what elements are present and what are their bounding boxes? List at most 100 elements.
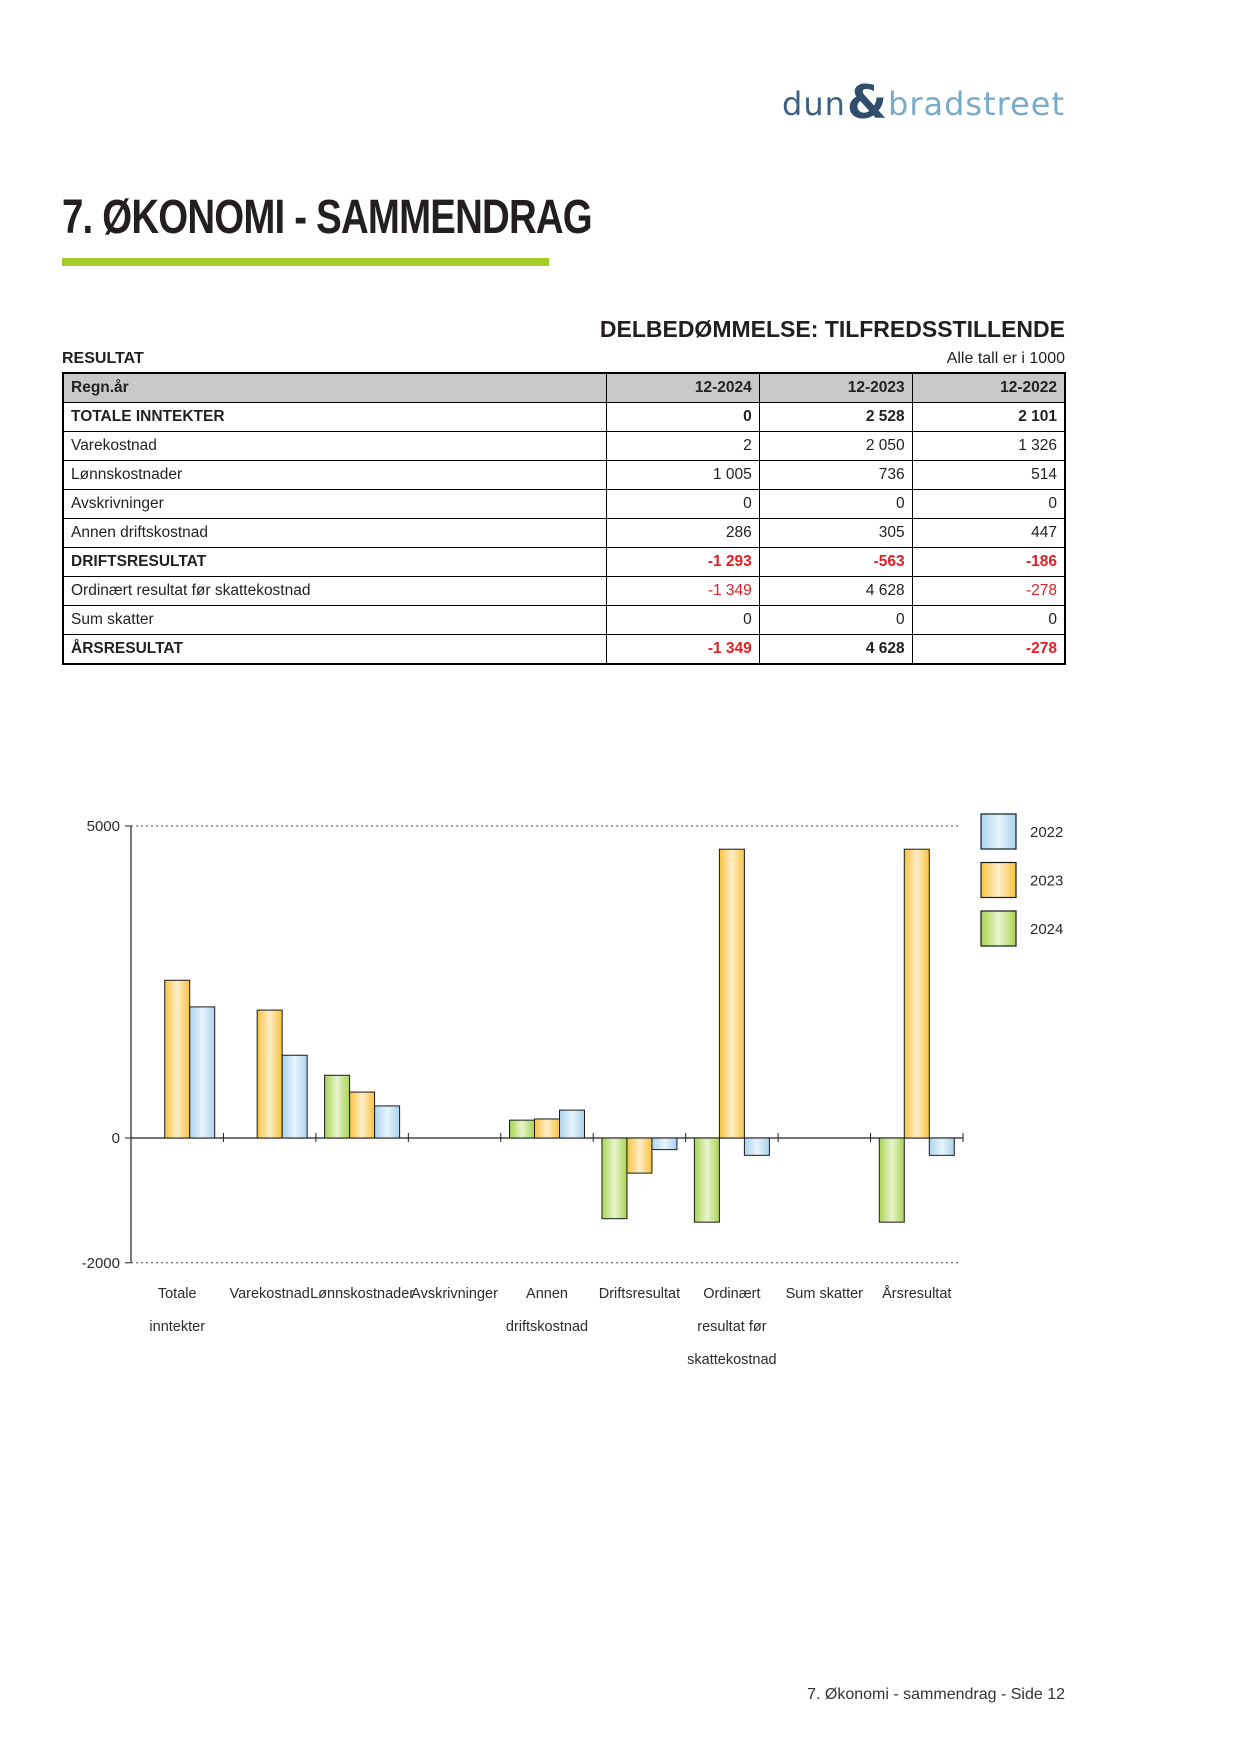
logo-text-bradstreet: bradstreet bbox=[888, 85, 1065, 123]
x-category-label: inntekter bbox=[149, 1319, 205, 1335]
row-value: 0 bbox=[605, 605, 760, 635]
table-row: Avskrivninger 0 0 0 bbox=[62, 489, 1066, 519]
page-title: 7. ØKONOMI - SAMMENDRAG bbox=[62, 191, 593, 244]
logo-ampersand-icon: & bbox=[846, 75, 888, 129]
legend-swatch-2023 bbox=[980, 861, 1017, 899]
row-value: 0 bbox=[911, 489, 1066, 519]
x-category-label: Årsresultat bbox=[882, 1285, 951, 1302]
row-value: -186 bbox=[911, 547, 1066, 577]
assessment-heading: DELBEDØMMELSE: TILFREDSSTILLENDE bbox=[599, 316, 1065, 342]
row-value: 4 628 bbox=[758, 634, 913, 665]
row-value: 0 bbox=[758, 489, 913, 519]
units-note: Alle tall er i 1000 bbox=[946, 350, 1065, 367]
bar-2022 bbox=[559, 1109, 585, 1139]
bar-2022 bbox=[651, 1137, 678, 1151]
x-category-label: driftskostnad bbox=[506, 1319, 588, 1335]
row-value: -1 293 bbox=[605, 547, 760, 577]
row-label: ÅRSRESULTAT bbox=[62, 634, 607, 665]
result-table: Regn.år 12-2024 12-2023 12-2022 TOTALE INNT… bbox=[62, 372, 1066, 665]
row-value: -278 bbox=[911, 634, 1066, 665]
bar-2023 bbox=[349, 1091, 376, 1139]
x-category-label: Totale bbox=[158, 1286, 197, 1302]
y-tick-label: -2000 bbox=[82, 1255, 120, 1272]
table-row: Ordinært resultat før skattekostnad -1 34… bbox=[62, 576, 1066, 606]
row-value: 305 bbox=[758, 518, 913, 548]
column-header-label: Regn.år bbox=[62, 372, 607, 403]
page-footer: 7. Økonomi - sammendrag - Side 12 bbox=[807, 1686, 1065, 1703]
section-label-resultat: RESULTAT bbox=[62, 350, 144, 367]
bar-2022 bbox=[743, 1137, 770, 1156]
legend-label: 2024 bbox=[1030, 921, 1063, 938]
bar-2022 bbox=[189, 1006, 216, 1139]
x-category-label: resultat før bbox=[697, 1319, 766, 1335]
x-category-label: skattekostnad bbox=[687, 1352, 776, 1368]
row-value: 447 bbox=[911, 518, 1066, 548]
table-row: Sum skatter 0 0 0 bbox=[62, 605, 1066, 635]
y-tick-label: 5000 bbox=[87, 818, 120, 835]
row-value: -278 bbox=[911, 576, 1066, 606]
table-row: DRIFTSRESULTAT -1 293 -563 -186 bbox=[62, 547, 1066, 577]
row-label: TOTALE INNTEKTER bbox=[62, 402, 607, 432]
title-underline-bar bbox=[62, 258, 549, 266]
row-label: Lønnskostnader bbox=[62, 460, 607, 490]
row-value: 0 bbox=[605, 402, 760, 432]
bar-2023 bbox=[256, 1009, 283, 1139]
row-value: 286 bbox=[605, 518, 760, 548]
bar-2024 bbox=[601, 1137, 628, 1220]
row-label: Ordinært resultat før skattekostnad bbox=[62, 576, 607, 606]
x-category-label: Lønnskostnader bbox=[310, 1286, 414, 1302]
bar-2024 bbox=[878, 1137, 905, 1223]
bar-2023 bbox=[903, 848, 930, 1139]
row-value: 0 bbox=[758, 605, 913, 635]
row-label: Annen driftskostnad bbox=[62, 518, 607, 548]
legend-label: 2023 bbox=[1030, 873, 1063, 890]
row-value: 2 101 bbox=[911, 402, 1066, 432]
y-tick-label: 0 bbox=[112, 1130, 120, 1147]
table-row: ÅRSRESULTAT -1 349 4 628 -278 bbox=[62, 634, 1066, 665]
table-row: TOTALE INNTEKTER 0 2 528 2 101 bbox=[62, 402, 1066, 432]
row-label: Sum skatter bbox=[62, 605, 607, 635]
x-category-label: Driftsresultat bbox=[599, 1286, 680, 1302]
bar-2022 bbox=[928, 1137, 955, 1156]
x-category-label: Avskrivninger bbox=[411, 1286, 498, 1302]
bar-2023 bbox=[534, 1118, 560, 1139]
bar-2024 bbox=[509, 1119, 535, 1139]
bar-2023 bbox=[164, 979, 191, 1139]
column-header-period: 12-2023 bbox=[758, 372, 913, 403]
result-bar-chart: 5000 0 -2000 Totale inntekter Varekostnad Lønn… bbox=[82, 813, 1063, 1368]
row-label: Varekostnad bbox=[62, 431, 607, 461]
row-value: -563 bbox=[758, 547, 913, 577]
row-label: DRIFTSRESULTAT bbox=[62, 547, 607, 577]
legend-swatch-2024 bbox=[980, 910, 1017, 947]
x-category-label: Ordinært bbox=[703, 1286, 760, 1302]
logo-text-dun: dun bbox=[782, 85, 846, 123]
column-header-period: 12-2022 bbox=[911, 372, 1066, 403]
bar-2023 bbox=[626, 1137, 653, 1174]
bar-2024 bbox=[324, 1074, 351, 1139]
result-table-header: Regn.år 12-2024 12-2023 12-2022 bbox=[62, 372, 1066, 403]
row-value: 0 bbox=[911, 605, 1066, 635]
bar-2024 bbox=[693, 1137, 720, 1223]
dun-bradstreet-logo: dun & bradstreet bbox=[782, 72, 1065, 129]
table-row: Varekostnad 2 2 050 1 326 bbox=[62, 431, 1066, 461]
x-category-label: Annen bbox=[526, 1286, 568, 1302]
row-value: 2 bbox=[605, 431, 760, 461]
row-label: Avskrivninger bbox=[62, 489, 607, 519]
column-header-period: 12-2024 bbox=[605, 372, 760, 403]
row-value: 1 005 bbox=[605, 460, 760, 490]
bar-2022 bbox=[374, 1105, 401, 1139]
row-value: 514 bbox=[911, 460, 1066, 490]
legend-swatch-2022 bbox=[980, 813, 1017, 850]
row-value: 2 050 bbox=[758, 431, 913, 461]
row-value: 736 bbox=[758, 460, 913, 490]
row-value: -1 349 bbox=[605, 576, 760, 606]
row-value: 0 bbox=[605, 489, 760, 519]
bar-2023 bbox=[718, 848, 745, 1139]
bar-2022 bbox=[281, 1054, 308, 1139]
row-value: 4 628 bbox=[758, 576, 913, 606]
row-value: -1 349 bbox=[605, 634, 760, 665]
x-category-label: Varekostnad bbox=[229, 1286, 309, 1302]
table-row: Annen driftskostnad 286 305 447 bbox=[62, 518, 1066, 548]
table-row: Lønnskostnader 1 005 736 514 bbox=[62, 460, 1066, 490]
